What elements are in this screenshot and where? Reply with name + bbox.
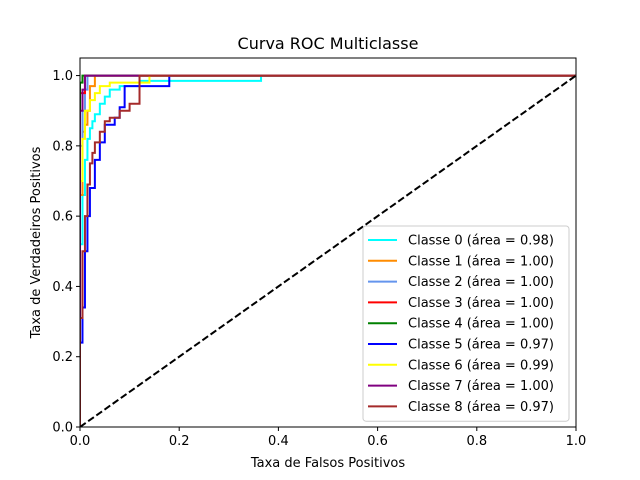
x-tick-label: 0.0 (70, 434, 91, 449)
x-tick-label: 0.4 (268, 434, 289, 449)
chart-title: Curva ROC Multiclasse (238, 34, 419, 53)
plot-frame (79, 57, 577, 428)
y-tick-label: 1.0 (52, 69, 73, 84)
y-tick-label: 0.8 (52, 139, 73, 154)
roc-curve-classe-1 (80, 74, 576, 427)
legend: Classe 0 (área = 0.98) Classe 1 (área = 1… (362, 225, 570, 422)
roc-curve-classe-8 (80, 74, 576, 427)
roc-curve-classe-6 (80, 74, 576, 427)
y-axis-label: Taxa de Verdadeiros Positivos (29, 146, 44, 339)
y-tick-label: 0.4 (52, 280, 73, 295)
legend-label-classe-7: Classe 7 (área = 1.00) (408, 379, 554, 394)
chance-diagonal-line (80, 74, 576, 427)
y-tick-label: 0.2 (52, 350, 73, 365)
roc-curve-classe-7 (80, 74, 576, 427)
y-tick-label: 0.0 (52, 421, 73, 436)
legend-label-classe-0: Classe 0 (área = 0.98) (408, 234, 554, 249)
legend-label-classe-3: Classe 3 (área = 1.00) (408, 296, 554, 311)
x-axis-label: Taxa de Falsos Positivos (250, 456, 405, 471)
x-tick-label: 0.2 (169, 434, 190, 449)
legend-label-classe-4: Classe 4 (área = 1.00) (408, 317, 554, 332)
legend-label-classe-8: Classe 8 (área = 0.97) (408, 400, 554, 415)
x-tick-label: 1.0 (566, 434, 587, 449)
legend-label-classe-2: Classe 2 (área = 1.00) (408, 275, 554, 290)
x-tick-label: 0.8 (466, 434, 487, 449)
legend-box (362, 225, 570, 422)
legend-label-classe-6: Classe 6 (área = 0.99) (408, 358, 554, 373)
legend-label-classe-5: Classe 5 (área = 0.97) (408, 338, 554, 353)
legend-label-classe-1: Classe 1 (área = 1.00) (408, 254, 554, 269)
y-tick-label: 0.6 (52, 210, 73, 225)
x-tick-label: 0.6 (367, 434, 388, 449)
